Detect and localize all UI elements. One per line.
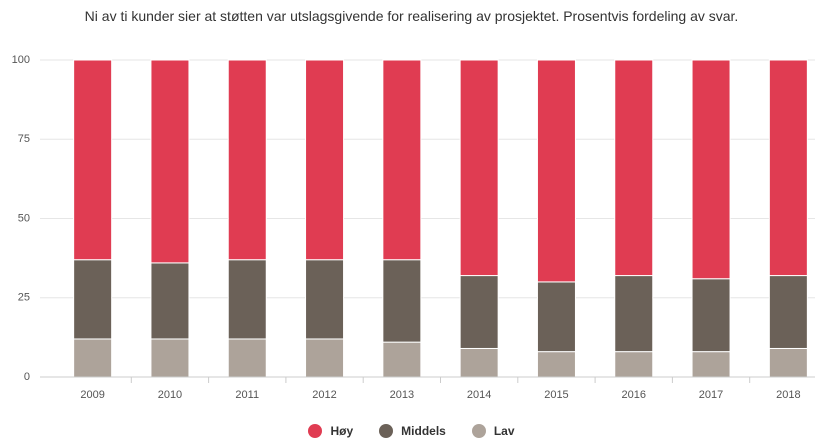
bar-segment xyxy=(768,59,808,277)
bar-segment xyxy=(305,59,345,261)
x-tick-label: 2013 xyxy=(390,389,414,401)
x-tick-label: 2016 xyxy=(622,389,646,401)
legend-item[interactable]: Middels xyxy=(379,424,446,438)
bar-segment xyxy=(305,259,345,340)
y-tick-label: 50 xyxy=(18,212,30,224)
x-tick-label: 2015 xyxy=(544,389,568,401)
bar-segment xyxy=(73,59,113,261)
bar-segment xyxy=(73,259,113,340)
legend-swatch xyxy=(308,424,323,438)
plot: 0 25 50 75 100 2009 2010 2011 2012 2013 2014 2015 20… xyxy=(12,54,815,401)
bar-segment xyxy=(459,275,499,349)
bar-segment xyxy=(150,338,190,378)
bar-segment xyxy=(614,275,654,353)
legend-label: Middels xyxy=(401,424,446,438)
bar-segment xyxy=(691,59,731,280)
bar-segment xyxy=(536,281,576,353)
bar-segment xyxy=(382,59,422,261)
bar-segment xyxy=(382,341,422,378)
legend-label: Høy xyxy=(330,424,354,438)
bar-segment xyxy=(614,59,654,277)
bar-segment xyxy=(536,351,576,378)
bar-segment xyxy=(768,347,808,378)
bar-segment xyxy=(73,338,113,378)
bar-segment xyxy=(305,338,345,378)
bar-segment xyxy=(614,351,654,378)
legend-swatch xyxy=(379,424,394,438)
y-tick-label: 0 xyxy=(24,371,30,383)
bar-segment xyxy=(150,262,190,340)
bar-segment xyxy=(459,59,499,277)
legend-item[interactable]: Høy xyxy=(308,424,353,438)
bar-segment xyxy=(227,59,267,261)
bar-segment xyxy=(150,59,190,264)
bar-segment xyxy=(768,275,808,349)
bar-segment xyxy=(459,347,499,378)
x-tick-label: 2010 xyxy=(158,389,182,401)
y-tick-label: 100 xyxy=(12,54,30,66)
bar-segment xyxy=(691,278,731,353)
x-tick-label: 2012 xyxy=(312,389,336,401)
legend-label: Lav xyxy=(493,424,515,438)
bar-segment xyxy=(691,351,731,378)
legend-swatch xyxy=(471,424,486,438)
bar-segment xyxy=(382,259,422,343)
bar-segment xyxy=(227,259,267,340)
x-tick-label: 2018 xyxy=(776,389,800,401)
x-tick-label: 2014 xyxy=(467,389,491,401)
x-tick-label: 2017 xyxy=(699,389,723,401)
x-tick-label: 2011 xyxy=(235,389,259,401)
chart-title: Ni av ti kunder sier at støtten var utsl… xyxy=(84,8,739,24)
y-tick-label: 25 xyxy=(18,292,30,304)
bar-segment xyxy=(536,59,576,283)
y-tick-label: 75 xyxy=(18,133,30,145)
legend: Høy Middels Lav xyxy=(0,424,823,438)
bar-segment xyxy=(227,338,267,378)
legend-item[interactable]: Lav xyxy=(471,424,515,438)
x-tick-label: 2009 xyxy=(80,389,104,401)
